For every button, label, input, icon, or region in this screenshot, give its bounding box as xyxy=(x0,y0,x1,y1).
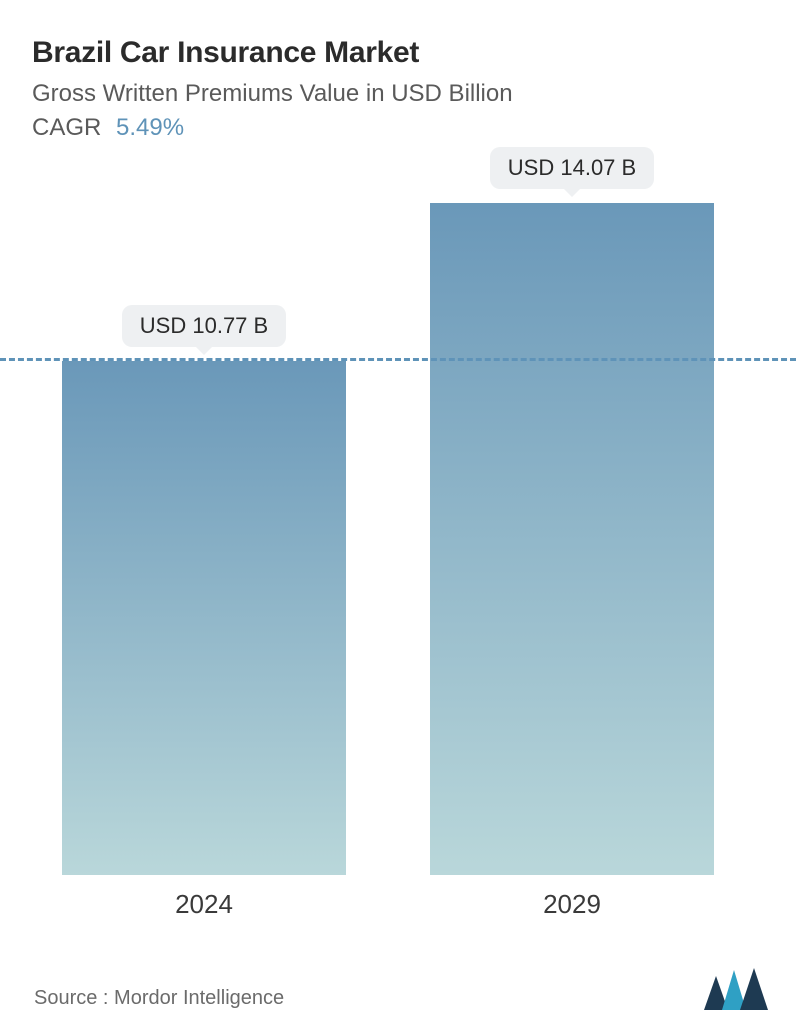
bar-group: USD 10.77 B 2024 xyxy=(62,305,346,920)
bar-x-label: 2029 xyxy=(543,889,601,920)
chart-title: Brazil Car Insurance Market xyxy=(32,36,764,70)
chart-area: USD 10.77 B2024USD 14.07 B2029 xyxy=(0,200,796,920)
bar-group: USD 14.07 B 2029 xyxy=(430,147,714,920)
chart-footer: Source : Mordor Intelligence xyxy=(34,968,768,1010)
bar-value-label: USD 10.77 B xyxy=(122,305,286,347)
baseline-reference-line xyxy=(0,358,796,361)
chart-subtitle: Gross Written Premiums Value in USD Bill… xyxy=(32,80,764,108)
cagr-line: CAGR 5.49% xyxy=(32,114,764,142)
bar xyxy=(62,361,346,875)
bar xyxy=(430,203,714,875)
bar-value-label: USD 14.07 B xyxy=(490,147,654,189)
source-attribution: Source : Mordor Intelligence xyxy=(34,987,284,1010)
bar-x-label: 2024 xyxy=(175,889,233,920)
brand-logo-icon xyxy=(704,968,768,1010)
cagr-value: 5.49% xyxy=(116,114,184,141)
cagr-label: CAGR xyxy=(32,114,101,141)
